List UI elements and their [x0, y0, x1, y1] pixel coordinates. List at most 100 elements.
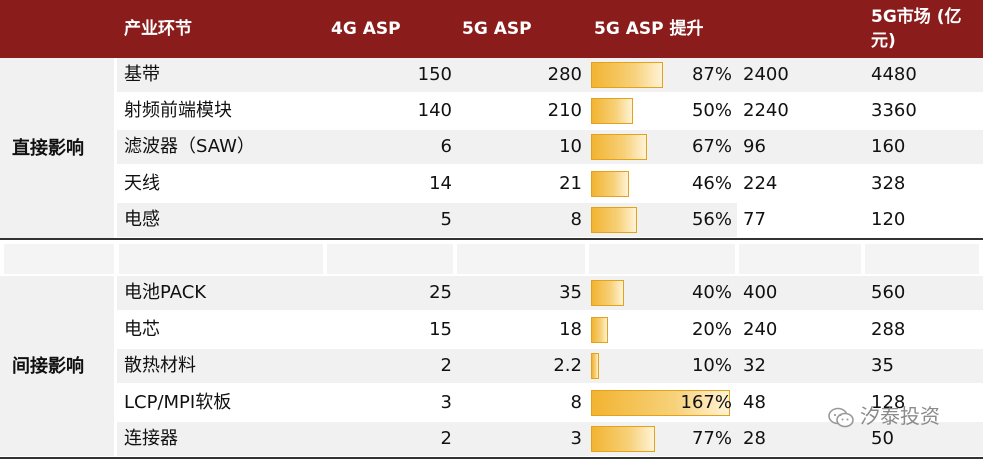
segment-name: LCP/MPI软板 — [124, 392, 232, 413]
empty-cell — [589, 244, 735, 274]
increase-percent: 167% — [680, 392, 732, 413]
group-label-band — [0, 276, 114, 456]
asp-4g-value: 150 — [417, 64, 452, 85]
market-5g-value: 4480 — [871, 64, 917, 85]
value-column-5: 2400 — [743, 64, 789, 85]
increase-bar — [591, 207, 637, 233]
table-header: 产业环节 4G ASP 5G ASP 5G ASP 提升 5G市场 (亿 元) — [0, 0, 983, 58]
row-band — [117, 313, 983, 347]
increase-bar — [591, 280, 624, 306]
market-5g-value: 50 — [871, 428, 894, 449]
group-indirect: 间接影响 — [12, 356, 84, 377]
asp-4g-value: 3 — [440, 392, 452, 413]
watermark: 汐泰投资 — [828, 401, 968, 431]
increase-bar — [591, 353, 599, 379]
row-band — [117, 422, 983, 456]
segment-name: 连接器 — [124, 428, 178, 449]
asp-4g-value: 14 — [429, 173, 452, 194]
increase-percent: 50% — [691, 100, 732, 121]
market-5g-value: 160 — [871, 136, 906, 157]
increase-percent: 77% — [691, 428, 732, 449]
empty-cell — [739, 244, 861, 274]
asp-5g-value: 8 — [570, 209, 582, 230]
increase-percent: 87% — [691, 64, 732, 85]
value-column-5: 96 — [743, 136, 766, 157]
asp-4g-value: 2 — [440, 428, 452, 449]
asp-5g-value: 280 — [547, 64, 582, 85]
empty-cell — [327, 244, 453, 274]
value-column-5: 28 — [743, 428, 766, 449]
asp-5g-value: 10 — [559, 136, 582, 157]
increase-percent: 67% — [691, 136, 732, 157]
asp-4g-value: 6 — [440, 136, 452, 157]
asp-4g-value: 25 — [429, 282, 452, 303]
increase-bar — [591, 62, 663, 88]
market-5g-value: 128 — [871, 392, 906, 413]
segment-name: 滤波器（SAW） — [124, 136, 255, 157]
increase-bar — [591, 134, 647, 160]
value-column-5: 77 — [743, 209, 766, 230]
asp-5g-value: 18 — [559, 319, 582, 340]
increase-percent: 46% — [691, 173, 732, 194]
group-label-band — [0, 58, 114, 238]
chat-bubble-icon — [828, 407, 854, 427]
value-column-5: 48 — [743, 392, 766, 413]
asp-5g-value: 210 — [547, 100, 582, 121]
asp-5g-value: 8 — [570, 392, 582, 413]
row-band — [117, 167, 983, 201]
row-band — [117, 58, 983, 92]
row-band — [117, 276, 983, 310]
header-segment: 产业环节 — [124, 19, 192, 39]
header-5g-asp: 5G ASP — [462, 19, 532, 39]
segment-name: 天线 — [124, 173, 160, 194]
segment-name: 电池PACK — [124, 282, 207, 303]
empty-cell — [865, 244, 979, 274]
segment-name: 电芯 — [124, 319, 160, 340]
group-divider — [0, 238, 983, 240]
increase-bar — [591, 98, 633, 124]
segment-name: 电感 — [124, 209, 160, 230]
empty-cell — [457, 244, 585, 274]
group-direct: 直接影响 — [12, 138, 84, 159]
market-5g-value: 328 — [871, 173, 906, 194]
asp-4g-value: 5 — [440, 209, 452, 230]
header-5g-market: 5G市场 (亿 — [871, 7, 962, 27]
watermark-text: 汐泰投资 — [860, 404, 940, 428]
header-5g-market-unit: 元) — [871, 31, 896, 51]
market-5g-value: 560 — [871, 282, 906, 303]
asp-4g-value: 140 — [417, 100, 452, 121]
segment-name: 基带 — [124, 64, 160, 85]
increase-bar — [591, 426, 655, 452]
asp-5g-value: 35 — [559, 282, 582, 303]
asp-5g-value: 2.2 — [553, 355, 582, 376]
market-5g-value: 288 — [871, 319, 906, 340]
value-column-5: 2240 — [743, 100, 789, 121]
asp-5g-value: 3 — [570, 428, 582, 449]
value-column-5: 240 — [743, 319, 778, 340]
value-column-5: 400 — [743, 282, 778, 303]
increase-bar — [591, 317, 608, 343]
segment-name: 射频前端模块 — [124, 100, 232, 121]
market-5g-value: 3360 — [871, 100, 917, 121]
increase-percent: 10% — [691, 355, 732, 376]
segment-name: 散热材料 — [124, 355, 196, 376]
row-band — [117, 386, 983, 420]
asp-5g-value: 21 — [559, 173, 582, 194]
asp-4g-value: 2 — [440, 355, 452, 376]
table-bottom-border — [0, 457, 983, 459]
increase-percent: 20% — [691, 319, 732, 340]
increase-bar — [591, 171, 629, 197]
header-4g-asp: 4G ASP — [331, 19, 401, 39]
increase-percent: 56% — [691, 209, 732, 230]
empty-cell — [119, 244, 323, 274]
increase-percent: 40% — [691, 282, 732, 303]
market-5g-value: 35 — [871, 355, 894, 376]
value-column-5: 224 — [743, 173, 778, 194]
asp-4g-value: 15 — [429, 319, 452, 340]
value-column-5: 32 — [743, 355, 766, 376]
row-band — [117, 349, 983, 383]
row-band — [117, 130, 983, 164]
empty-cell — [4, 244, 114, 274]
header-asp-increase: 5G ASP 提升 — [594, 19, 704, 39]
increase-bar — [591, 390, 730, 416]
